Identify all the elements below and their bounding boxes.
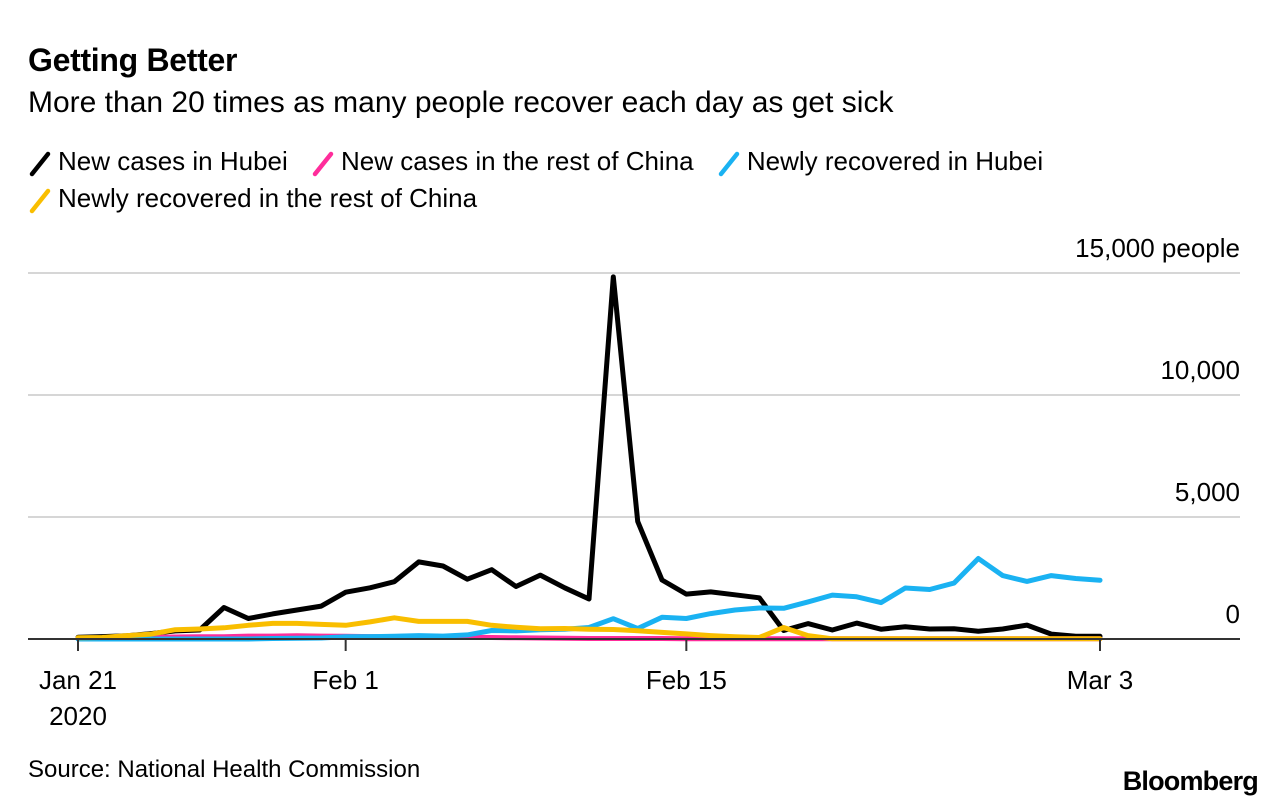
chart-subtitle: More than 20 times as many people recove… xyxy=(28,86,894,119)
bloomberg-logo: Bloomberg xyxy=(1122,766,1259,796)
x-tick-label: Mar 3 xyxy=(1067,665,1133,695)
source-note: Source: National Health Commission xyxy=(28,756,421,783)
legend-item-rest-cases: New cases in the rest of China xyxy=(311,143,694,180)
legend-swatch-line-3 xyxy=(29,188,51,214)
legend-swatch-icon xyxy=(29,188,51,214)
legend-item-hubei-cases: New cases in Hubei xyxy=(28,143,288,180)
x-tick-sublabel: 2020 xyxy=(49,701,107,731)
y-tick-label: 5,000 xyxy=(1175,477,1240,507)
y-tick-label: 15,000 people xyxy=(1075,233,1240,263)
y-tick-label: 0 xyxy=(1226,599,1240,629)
x-tick-label: Jan 21 xyxy=(39,665,117,695)
legend-swatch-icon xyxy=(29,151,51,177)
legend: New cases in Hubei New cases in the rest… xyxy=(28,143,1228,217)
legend-swatch-line-2 xyxy=(718,151,740,177)
x-tick-label: Feb 1 xyxy=(312,665,379,695)
legend-item-rest-recovered: Newly recovered in the rest of China xyxy=(28,180,477,217)
legend-label: New cases in Hubei xyxy=(58,146,288,176)
legend-item-hubei-recovered: Newly recovered in Hubei xyxy=(717,143,1043,180)
legend-swatch-line-0 xyxy=(29,151,51,177)
legend-swatch-icon xyxy=(312,151,334,177)
legend-label: Newly recovered in Hubei xyxy=(746,146,1044,176)
y-tick-label: 10,000 xyxy=(1160,355,1240,385)
legend-swatch-icon xyxy=(718,151,740,177)
legend-swatch-line-1 xyxy=(312,151,334,177)
x-tick-label: Feb 15 xyxy=(646,665,727,695)
chart-title: Getting Better xyxy=(28,42,238,78)
series-line-0 xyxy=(75,274,1103,640)
legend-label: New cases in the rest of China xyxy=(341,146,694,176)
legend-label: Newly recovered in the rest of China xyxy=(58,183,478,213)
